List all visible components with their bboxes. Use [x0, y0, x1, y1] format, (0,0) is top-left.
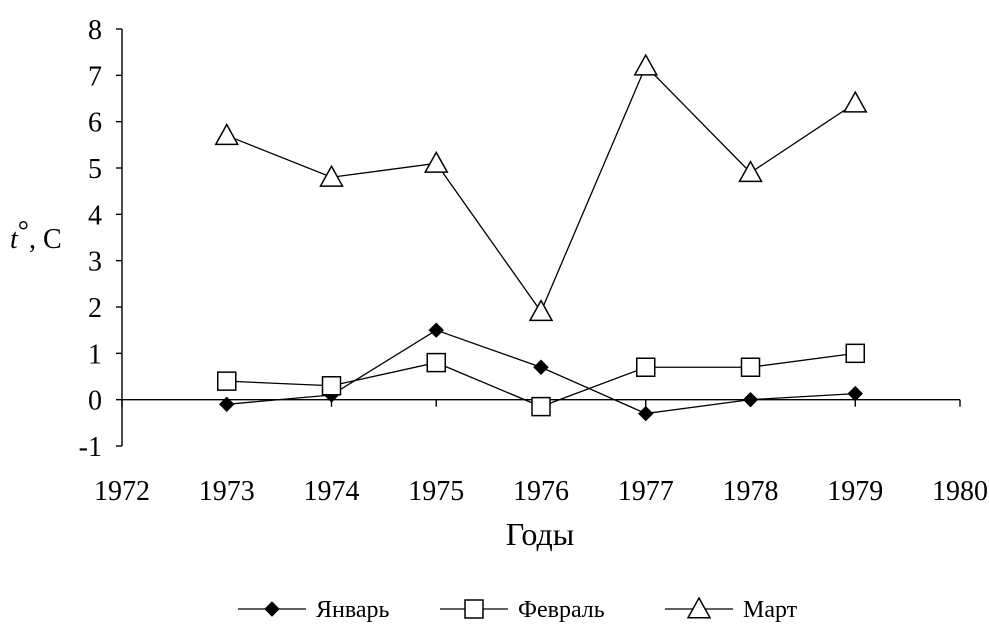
y-tick-label: 3	[88, 247, 102, 278]
triangle-marker	[633, 53, 659, 76]
square-marker	[321, 376, 342, 396]
series-layer	[214, 53, 868, 422]
diamond-marker	[219, 396, 235, 413]
square-marker	[531, 396, 551, 417]
series-line	[226, 64, 856, 313]
y-tick-label: 5	[88, 154, 102, 185]
x-tick-label: 1972	[94, 476, 150, 507]
square-marker	[845, 343, 865, 364]
y-axis-title-symbol: t	[10, 224, 19, 255]
x-tick-label: 1978	[723, 476, 779, 507]
diamond-marker	[428, 322, 444, 338]
y-axis-title-degree: °	[18, 216, 29, 247]
x-axis-title: Годы	[506, 516, 575, 552]
triangle-marker	[319, 164, 344, 187]
square-marker	[636, 357, 656, 377]
x-tick-label: 1979	[827, 476, 883, 507]
series-3	[214, 53, 868, 322]
x-tick-label: 1975	[408, 476, 464, 507]
y-tick-labels: -1 0 1 2 3 4 5 6 7 8	[79, 15, 102, 463]
x-tick-label: 1977	[618, 476, 674, 507]
y-tick-label: 7	[88, 61, 102, 92]
square-marker	[740, 357, 761, 377]
x-tick-label: 1976	[513, 476, 569, 507]
y-tick-label: 1	[88, 339, 102, 370]
x-tick-labels: 1972 1973 1974 1975 1976 1977 1978 1979 1980	[94, 476, 988, 507]
legend-item: Февраль	[440, 597, 605, 623]
axes	[116, 28, 961, 447]
triangle-marker	[214, 123, 240, 146]
legend: Январь Февраль Март	[238, 596, 798, 623]
legend-label: Март	[743, 597, 798, 623]
x-tick-label: 1974	[304, 476, 360, 507]
square-marker	[426, 352, 446, 373]
series-2	[217, 343, 865, 417]
square-marker	[217, 371, 237, 391]
legend-label: Январь	[316, 597, 390, 623]
y-axis-title-unit: , С	[29, 224, 62, 255]
legend-label: Февраль	[518, 597, 605, 623]
y-tick-label: 4	[88, 200, 102, 231]
triangle-marker	[842, 90, 868, 113]
y-tick-label: -1	[79, 432, 102, 463]
y-tick-label: 2	[88, 293, 102, 324]
y-tick-label: 8	[88, 15, 102, 46]
y-tick-label: 6	[88, 108, 102, 139]
diamond-marker	[742, 391, 759, 408]
x-tick-label: 1980	[932, 476, 988, 507]
triangle-marker	[423, 150, 449, 173]
y-axis-title: t°, С	[10, 216, 62, 255]
diamond-marker	[847, 385, 863, 402]
y-tick-label: 0	[88, 386, 102, 417]
legend-triangle-marker	[686, 596, 712, 619]
triangle-marker	[528, 299, 554, 322]
legend-item: Январь	[238, 597, 390, 623]
legend-square-marker	[464, 599, 484, 619]
diamond-marker	[638, 405, 654, 422]
x-tick-label: 1973	[199, 476, 255, 507]
diamond-marker	[533, 359, 549, 375]
legend-item: Март	[665, 596, 798, 623]
legend-diamond-marker	[264, 601, 280, 617]
triangle-marker	[738, 160, 763, 183]
